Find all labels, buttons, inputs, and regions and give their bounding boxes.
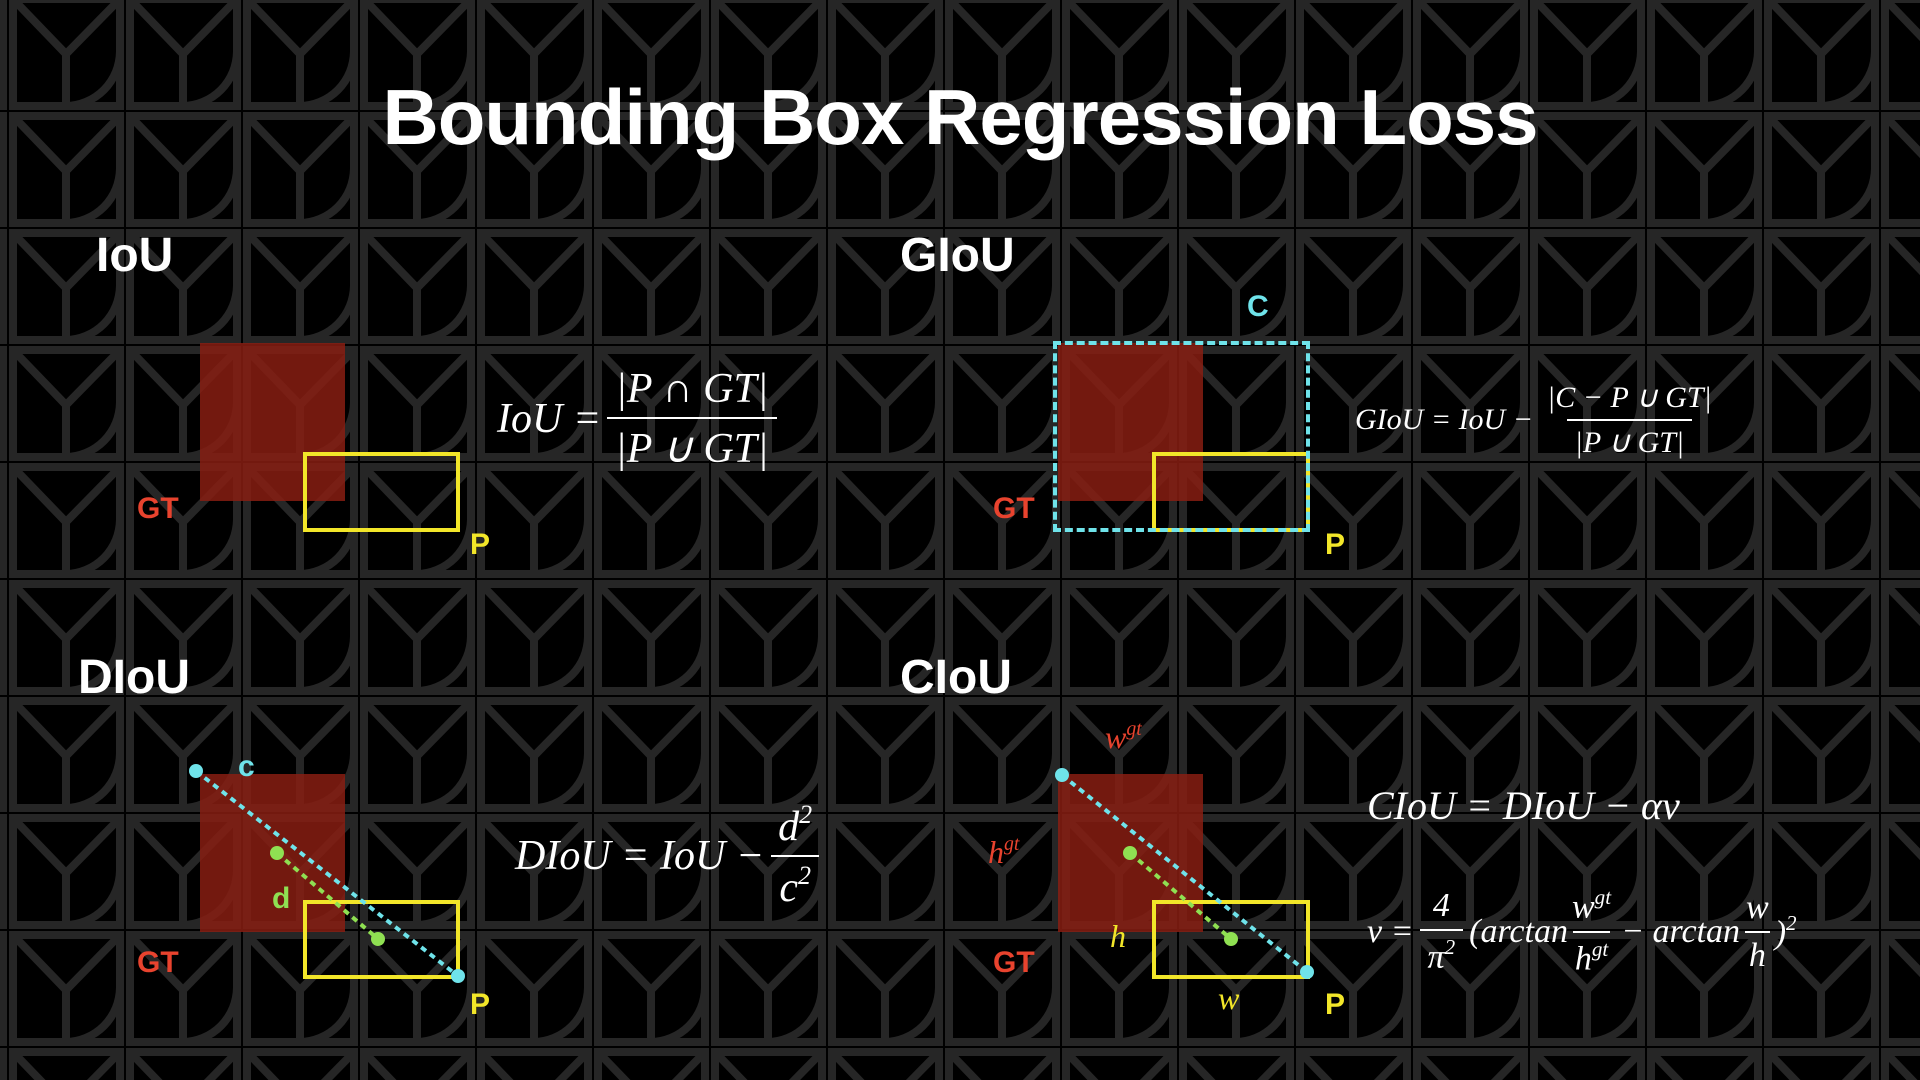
giou-denominator: |P ∪ GT| [1566, 419, 1693, 460]
ciou-formula-v: v = 4 π2 (arctan wgt hgt − arctan w h )2 [1367, 885, 1797, 978]
ciou-v-lhs: v = [1367, 912, 1414, 950]
diou-numerator: d2 [770, 800, 820, 855]
ciou-center-distance-d [1128, 851, 1233, 941]
diou-c-label: c [238, 750, 255, 783]
ciou-v-fraction: 4 π2 [1419, 886, 1464, 977]
iou-denominator: |P ∪ GT| [607, 417, 777, 473]
ciou-p-center-point [1224, 932, 1238, 946]
diou-corner-point-bottom [451, 969, 465, 983]
ciou-close-paren: )2 [1775, 911, 1797, 953]
ciou-w-gt-sup: gt [1126, 718, 1142, 740]
giou-formula: GIoU = IoU − |C − P ∪ GT| |P ∪ GT| [1355, 380, 1726, 460]
diou-formula: DIoU = IoU − d2 c2 [515, 800, 826, 912]
iou-formula-lhs: IoU = [497, 396, 602, 442]
giou-enclosing-box [1053, 341, 1310, 532]
iou-p-label: P [470, 528, 491, 561]
ciou-close: ) [1774, 914, 1787, 952]
diou-p-label: P [470, 988, 491, 1021]
diou-formula-lhs: DIoU = IoU − [515, 832, 765, 879]
ciou-w-gt-label: wgt [1105, 718, 1142, 756]
giou-formula-lhs: GIoU = IoU − [1355, 403, 1533, 436]
diou-den-exp: 2 [797, 860, 811, 890]
giou-heading: GIoU [900, 229, 1015, 282]
diou-denominator: c2 [771, 854, 819, 912]
diou-diagonal-c [194, 769, 460, 978]
ciou-gt-center-point [1123, 846, 1137, 860]
ciou-h-gt-sup: gt [1004, 833, 1020, 855]
ciou-h-label: h [1110, 918, 1126, 954]
ciou-hgt-sup: gt [1591, 936, 1609, 961]
giou-c-label: C [1247, 290, 1269, 323]
diou-p-center-point [371, 932, 385, 946]
diou-corner-point-top [189, 764, 203, 778]
ciou-arctan-2: − arctan [1621, 912, 1741, 950]
ciou-h-gt-base: h [988, 833, 1004, 870]
giou-gt-box [1058, 343, 1203, 501]
diou-center-distance-d [275, 851, 380, 941]
ciou-w-label: w [1218, 980, 1240, 1016]
diou-gt-center-point [270, 846, 284, 860]
ciou-corner-point-top [1055, 768, 1069, 782]
giou-numerator: |C − P ∪ GT| [1546, 381, 1712, 414]
diou-d-label: d [272, 882, 291, 915]
ciou-close-exp: 2 [1786, 910, 1797, 935]
diou-gt-label: GT [137, 946, 179, 979]
diou-heading: DIoU [78, 651, 190, 704]
iou-fraction: |P ∩ GT| |P ∪ GT| [607, 365, 777, 473]
ciou-wgt-sup: gt [1594, 885, 1612, 909]
diou-den-c: c [779, 864, 798, 911]
iou-gt-label: GT [137, 492, 179, 525]
ciou-p-label: P [1325, 988, 1346, 1021]
diou-num-d: d [778, 803, 800, 850]
ciou-formula-line1: CIoU = DIoU − αv [1367, 783, 1680, 828]
ciou-w-h-fraction: w h [1742, 889, 1773, 975]
ciou-arctan-1: (arctan [1469, 912, 1568, 950]
ciou-hgt: hgt [1572, 930, 1611, 979]
ciou-w-gt-base: w [1105, 718, 1127, 755]
ciou-h: h [1744, 930, 1770, 975]
ciou-corner-point-bottom [1300, 965, 1314, 979]
ciou-diagonal-c [1060, 773, 1309, 974]
ciou-wgt-hgt-fraction: wgt hgt [1570, 885, 1613, 978]
ciou-hgt-base: h [1574, 940, 1592, 978]
page-title: Bounding Box Regression Loss [382, 73, 1538, 161]
giou-p-label: P [1325, 528, 1346, 561]
ciou-v-denominator: π2 [1419, 928, 1464, 977]
ciou-wgt-base: w [1571, 888, 1595, 926]
giou-gt-label: GT [993, 492, 1035, 525]
ciou-h-gt-label: hgt [988, 833, 1019, 871]
iou-numerator: |P ∩ GT| [615, 366, 769, 412]
ciou-heading: CIoU [900, 651, 1012, 704]
diou-fraction: d2 c2 [770, 800, 820, 912]
ciou-prediction-box [1152, 900, 1310, 979]
ciou-wgt: wgt [1570, 885, 1613, 931]
iou-gt-box [200, 343, 345, 501]
giou-fraction: |C − P ∪ GT| |P ∪ GT| [1539, 380, 1720, 460]
ciou-v-pi-exp: 2 [1444, 934, 1456, 959]
iou-formula: IoU = |P ∩ GT| |P ∪ GT| [497, 365, 783, 473]
ciou-v-pi: π [1427, 938, 1445, 976]
diou-num-exp: 2 [799, 800, 813, 829]
ciou-gt-label: GT [993, 946, 1035, 979]
ciou-v-numerator: 4 [1432, 886, 1450, 924]
iou-prediction-box [303, 452, 460, 532]
iou-heading: IoU [96, 229, 174, 282]
diou-prediction-box [303, 900, 460, 979]
ciou-w: w [1746, 888, 1769, 926]
